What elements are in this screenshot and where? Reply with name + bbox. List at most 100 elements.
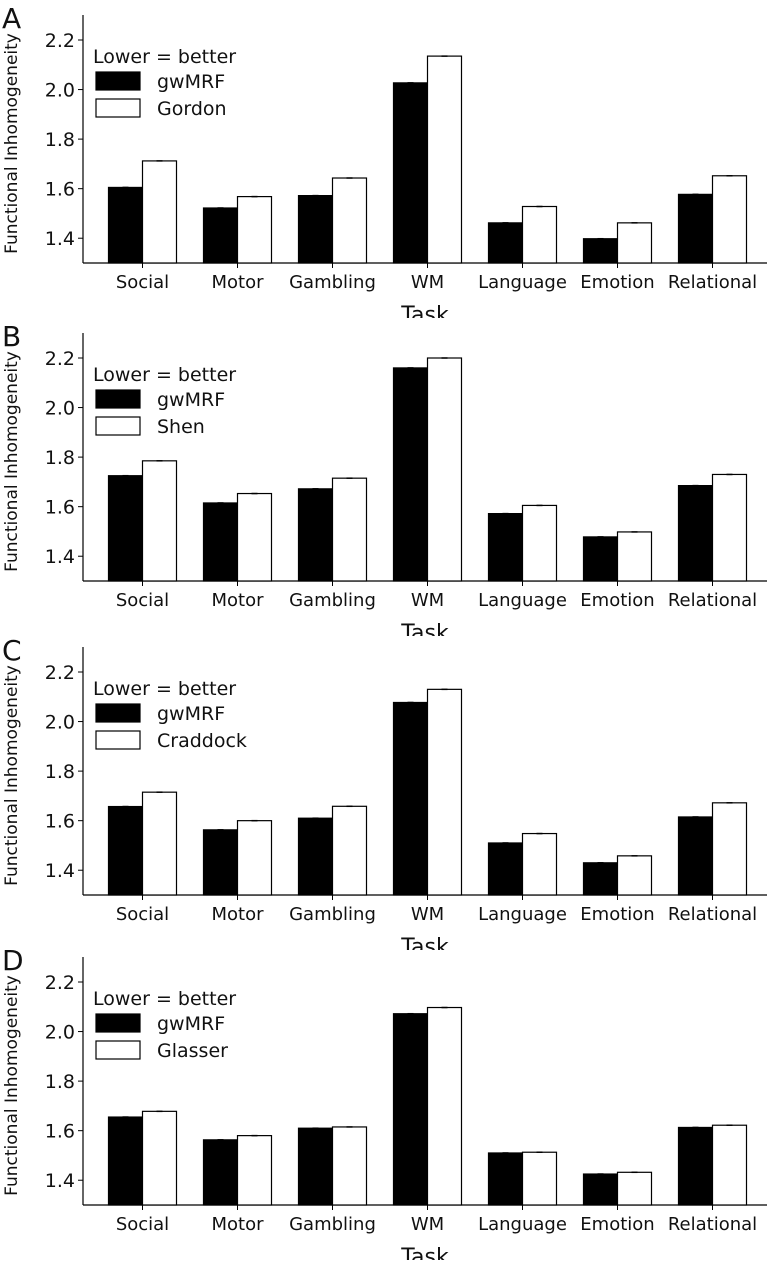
bar-wm-craddock: [426, 688, 463, 896]
x-tick-label: Social: [116, 272, 169, 293]
x-tick-label: Motor: [211, 1214, 264, 1235]
bar-emotion-shen: [616, 531, 653, 582]
x-tick-label: Language: [478, 1214, 567, 1235]
panel-label: A: [2, 2, 21, 35]
y-tick-label: 1.8: [45, 129, 75, 151]
chart-svg: A 1.4 1.6 1.8 2.0 2.2 Functional Inhomogeneity…: [2, 2, 767, 328]
bar-language-gwmrf: [487, 842, 524, 896]
chart-panel-d: D 1.4 1.6 1.8 2.0 2.2 Functional Inhomogeneity…: [0, 942, 771, 1264]
legend-title: Lower = better: [93, 988, 236, 1010]
y-tick-label: 2.0: [45, 80, 75, 102]
y-tick-label: 1.6: [45, 811, 75, 833]
bar-relational-gwmrf: [677, 485, 714, 582]
x-tick-label: Emotion: [580, 904, 654, 925]
bar-language-gwmrf: [487, 1152, 524, 1206]
bar-gambling-gwmrf: [297, 817, 334, 896]
bar-gambling-shen: [331, 477, 368, 582]
x-tick-label: Gambling: [289, 1214, 376, 1235]
bar-language-glasser: [521, 1151, 558, 1206]
chart-panel-b: B 1.4 1.6 1.8 2.0 2.2 Functional Inhomogeneity…: [0, 318, 771, 646]
bar-social-gwmrf: [107, 186, 144, 264]
legend-swatch-gwmrf: [95, 703, 141, 723]
bar-social-gwmrf: [107, 475, 144, 582]
bar-wm-shen: [426, 357, 463, 582]
x-tick-label: Emotion: [580, 590, 654, 611]
panel-label: D: [2, 944, 24, 977]
panel-label: B: [2, 320, 21, 353]
x-tick-label: WM: [411, 272, 444, 293]
legend-label: Shen: [157, 416, 205, 438]
chart-panel-c: C 1.4 1.6 1.8 2.0 2.2 Functional Inhomogeneity…: [0, 632, 771, 960]
x-tick-label: WM: [411, 590, 444, 611]
y-tick-label: 1.4: [45, 1170, 75, 1192]
bar-emotion-gwmrf: [582, 536, 619, 582]
x-tick-label: Language: [478, 904, 567, 925]
bar-wm-glasser: [426, 1006, 463, 1206]
legend-swatch-glasser: [95, 1040, 141, 1060]
legend-label: gwMRF: [157, 703, 225, 725]
x-tick-label: Relational: [668, 1214, 757, 1235]
x-tick-label: Language: [478, 272, 567, 293]
bar-wm-gordon: [426, 55, 463, 264]
chart-panel-a: A 1.4 1.6 1.8 2.0 2.2 Functional Inhomogeneity…: [0, 0, 771, 328]
chart-svg: C 1.4 1.6 1.8 2.0 2.2 Functional Inhomogeneity…: [2, 634, 767, 960]
bar-emotion-gwmrf: [582, 1173, 619, 1206]
legend-swatch-gordon: [95, 98, 141, 118]
x-tick-label: WM: [411, 1214, 444, 1235]
x-tick-label: Language: [478, 590, 567, 611]
legend-label: gwMRF: [157, 1013, 225, 1035]
bar-social-craddock: [141, 791, 178, 896]
y-tick-label: 1.6: [45, 1121, 75, 1143]
bar-gambling-gordon: [331, 177, 368, 264]
bar-language-gordon: [521, 205, 558, 264]
chart-svg: B 1.4 1.6 1.8 2.0 2.2 Functional Inhomogeneity…: [2, 320, 767, 646]
x-tick-label: Social: [116, 1214, 169, 1235]
legend-swatch-gwmrf: [95, 389, 141, 409]
bar-emotion-gordon: [616, 222, 653, 264]
bar-gambling-glasser: [331, 1126, 368, 1206]
bar-wm-gwmrf: [392, 367, 429, 582]
legend-title: Lower = better: [93, 364, 236, 386]
x-tick-label: Motor: [211, 590, 264, 611]
legend-swatch-gwmrf: [95, 71, 141, 91]
y-tick-label: 2.2: [45, 972, 75, 994]
x-tick-label: Gambling: [289, 904, 376, 925]
bar-wm-gwmrf: [392, 1013, 429, 1206]
y-tick-label: 2.2: [45, 662, 75, 684]
bar-language-gwmrf: [487, 513, 524, 582]
bar-motor-gwmrf: [202, 1139, 239, 1206]
y-tick-label: 1.4: [45, 228, 75, 250]
bar-wm-gwmrf: [392, 82, 429, 264]
bar-relational-gwmrf: [677, 1126, 714, 1206]
y-tick-label: 1.8: [45, 447, 75, 469]
x-tick-label: Relational: [668, 904, 757, 925]
bar-relational-craddock: [711, 802, 748, 896]
bar-gambling-craddock: [331, 805, 368, 896]
x-tick-label: Social: [116, 904, 169, 925]
x-tick-label: Emotion: [580, 272, 654, 293]
bar-social-glasser: [141, 1110, 178, 1206]
bar-language-gwmrf: [487, 222, 524, 264]
x-tick-label: Relational: [668, 272, 757, 293]
bar-language-shen: [521, 504, 558, 582]
y-tick-label: 2.0: [45, 712, 75, 734]
y-axis-label: Functional Inhomogeneity: [2, 351, 22, 572]
bar-gambling-gwmrf: [297, 1127, 334, 1206]
y-tick-label: 1.8: [45, 1071, 75, 1093]
y-axis-label: Functional Inhomogeneity: [2, 975, 22, 1196]
x-tick-label: Gambling: [289, 272, 376, 293]
x-tick-label: WM: [411, 904, 444, 925]
x-tick-label: Social: [116, 590, 169, 611]
legend-label: gwMRF: [157, 389, 225, 411]
y-tick-label: 1.4: [45, 860, 75, 882]
legend-title: Lower = better: [93, 46, 236, 68]
legend-label: gwMRF: [157, 71, 225, 93]
bar-social-gwmrf: [107, 805, 144, 896]
x-tick-label: Motor: [211, 904, 264, 925]
chart-svg: D 1.4 1.6 1.8 2.0 2.2 Functional Inhomogeneity…: [2, 944, 767, 1264]
bar-wm-gwmrf: [392, 701, 429, 896]
y-axis-label: Functional Inhomogeneity: [2, 665, 22, 886]
x-tick-label: Gambling: [289, 590, 376, 611]
bar-emotion-glasser: [616, 1171, 653, 1206]
bar-emotion-gwmrf: [582, 238, 619, 264]
